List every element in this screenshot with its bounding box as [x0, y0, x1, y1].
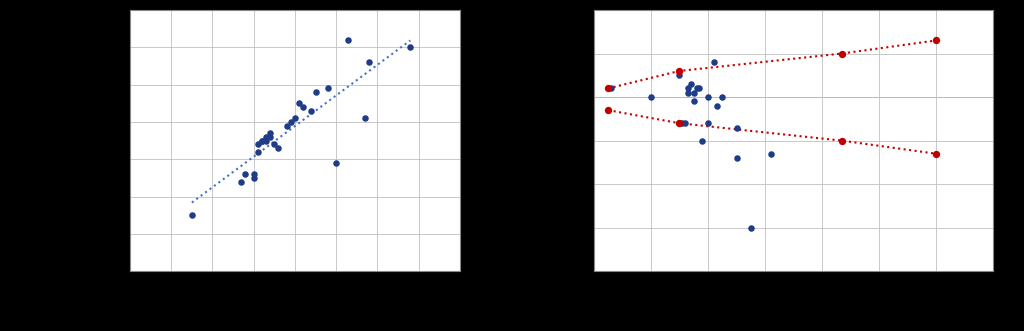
Point — [742, 225, 759, 230]
Point — [699, 120, 716, 126]
Point — [706, 60, 722, 65]
Point — [250, 142, 266, 147]
Point — [672, 68, 688, 73]
Point — [360, 60, 377, 65]
Point — [328, 161, 344, 166]
Point — [356, 116, 373, 121]
Point — [295, 104, 311, 110]
Point — [603, 86, 620, 91]
Point — [600, 108, 616, 113]
Point — [686, 90, 702, 95]
Point — [672, 120, 688, 126]
Y-axis label: HbA1c (mmol/mol) Cobas c501: HbA1c (mmol/mol) Cobas c501 — [88, 49, 101, 232]
Point — [254, 138, 270, 143]
Point — [262, 130, 279, 136]
Point — [402, 45, 419, 50]
Point — [928, 151, 944, 157]
X-axis label: HbA1c (mmol/mol) Capillarys 3 TERA: HbA1c (mmol/mol) Capillarys 3 TERA — [685, 296, 902, 309]
Point — [694, 138, 711, 143]
Point — [270, 146, 287, 151]
Point — [319, 86, 336, 91]
Point — [258, 138, 274, 143]
Point — [262, 134, 279, 140]
Point — [834, 51, 850, 56]
Point — [686, 99, 702, 104]
Point — [246, 175, 262, 181]
Point — [691, 86, 708, 91]
Point — [728, 156, 744, 161]
Point — [834, 138, 850, 143]
Point — [677, 120, 693, 126]
X-axis label: HbA1c (mmol/mol) Capillarys 3 TERA: HbA1c (mmol/mol) Capillarys 3 TERA — [186, 296, 403, 309]
Point — [233, 179, 250, 184]
Point — [680, 86, 696, 91]
Point — [266, 142, 283, 147]
Y-axis label: HbA1c (mmol/mol/ Cobas c501-
Capillarys 3 TERA: HbA1c (mmol/mol/ Cobas c501- Capillarys … — [527, 47, 556, 234]
Point — [728, 125, 744, 130]
Point — [238, 172, 254, 177]
Point — [680, 90, 696, 95]
Point — [643, 94, 659, 100]
Point — [683, 81, 699, 87]
Point — [254, 138, 270, 143]
Point — [250, 149, 266, 155]
Point — [258, 134, 274, 140]
Point — [279, 123, 295, 128]
Point — [672, 73, 688, 78]
Point — [303, 108, 319, 114]
Point — [340, 37, 356, 42]
Point — [291, 101, 307, 106]
Point — [183, 213, 200, 218]
Point — [600, 86, 616, 91]
Point — [674, 120, 690, 126]
Point — [709, 103, 725, 109]
Point — [672, 120, 688, 126]
Point — [283, 119, 299, 125]
Point — [699, 94, 716, 100]
Point — [714, 94, 730, 100]
Point — [287, 116, 303, 121]
Point — [246, 172, 262, 177]
Point — [928, 38, 944, 43]
Point — [307, 89, 324, 95]
Point — [688, 86, 705, 91]
Point — [763, 151, 779, 157]
